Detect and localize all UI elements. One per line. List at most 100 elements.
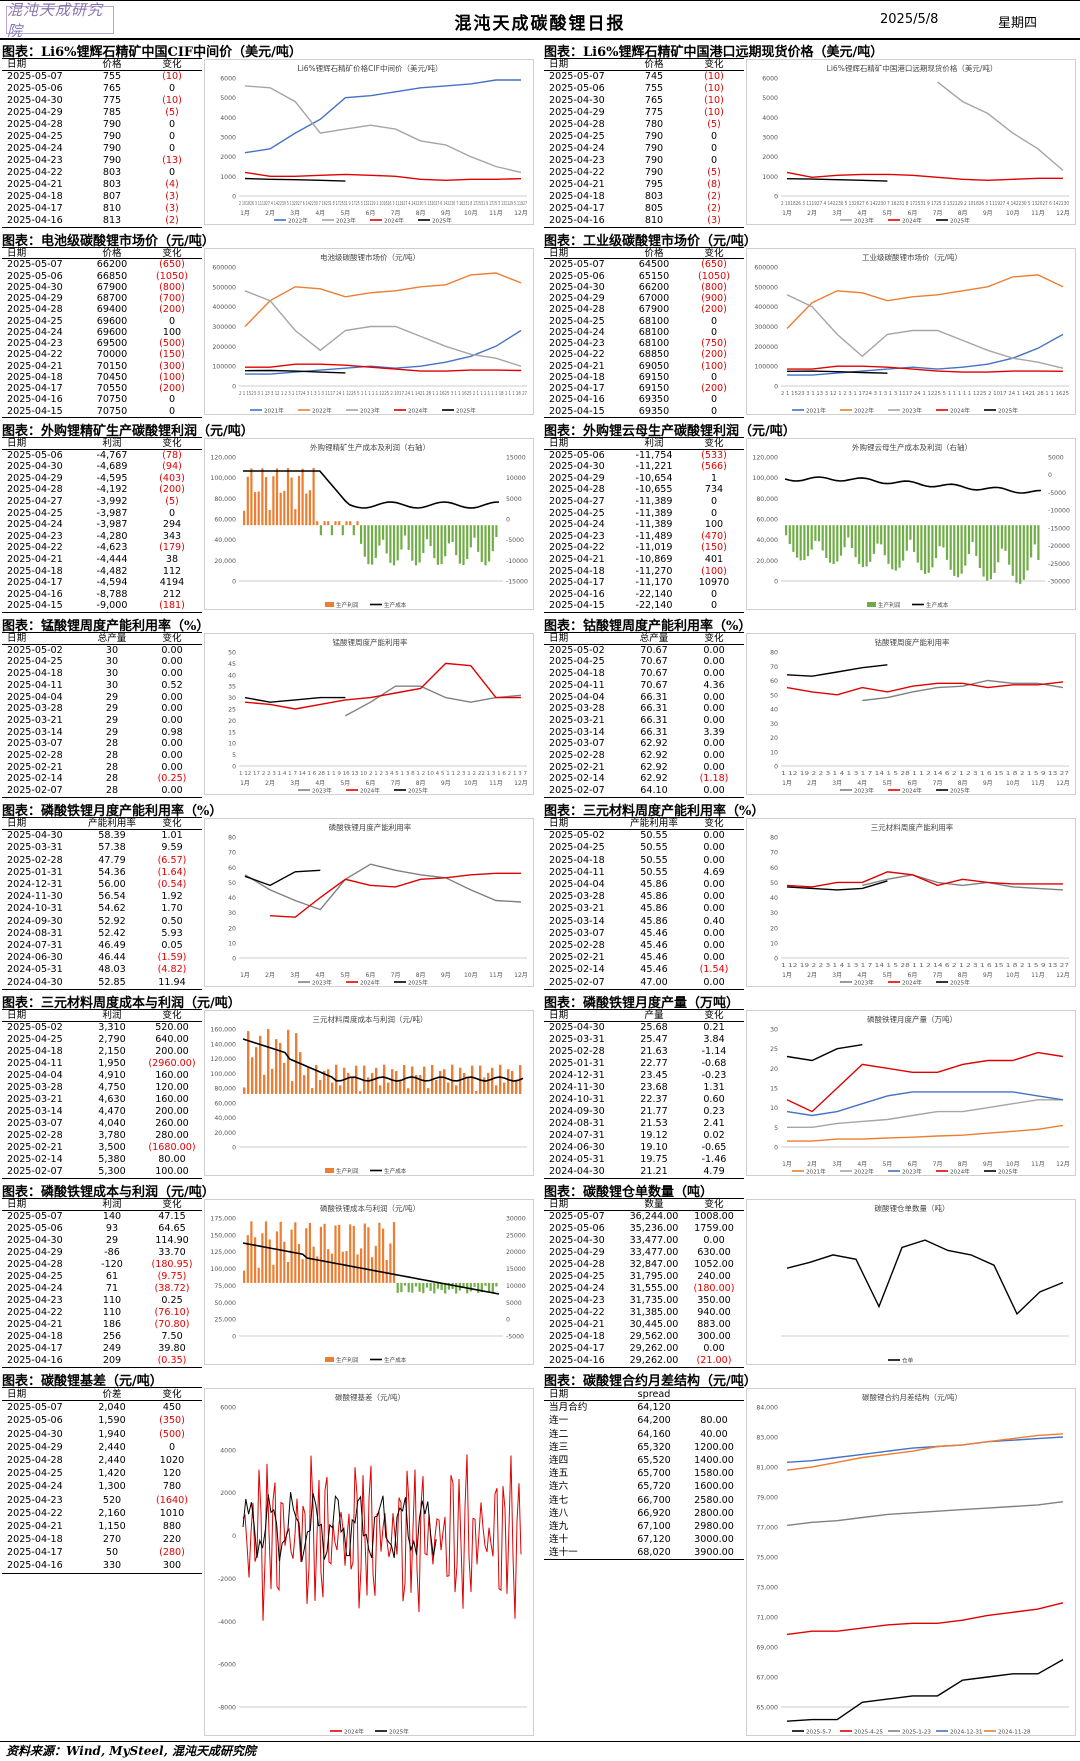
y-tick-label: 80: [770, 650, 778, 657]
table-row: 2025-04-18 270 220: [2, 1533, 202, 1546]
table-cell: 2025-04-22: [549, 542, 605, 554]
table-cell: 0: [710, 143, 718, 154]
table-cell: 2025-04-25: [549, 842, 605, 854]
table-row: 2025-04-30 775 (10): [2, 95, 202, 107]
panel-14: 图表：碳酸锂仓单数量（吨） 日期 数量 变化 2025-05-07 36,244.00 10…: [544, 1181, 1080, 1369]
table-cell: 40.00: [700, 1428, 728, 1440]
series-line-3: [786, 1436, 1064, 1463]
table-cell: 1600.00: [694, 1481, 734, 1493]
table-row: 2024-08-31 52.42 5.93: [2, 928, 202, 940]
profit-bar: [803, 525, 806, 560]
table-row: 2025-04-23 31,735.00 350.00: [544, 1295, 744, 1307]
table-cell: -11,389: [635, 519, 673, 531]
profit-bar: [429, 1282, 432, 1291]
table-cell: 2024-11-30: [7, 891, 63, 903]
table-cell: -1.46: [701, 1154, 727, 1165]
table-cell: 2025-02-07: [7, 785, 63, 797]
table-cell: (280): [159, 1547, 185, 1559]
legend-label: 2024年: [408, 407, 428, 415]
table-cell: 69500: [96, 338, 128, 350]
y-tick-label: 140,000: [210, 1041, 236, 1048]
table-cell: 2025-04-18: [549, 191, 605, 202]
table-row: 2025-04-24 69600 100: [2, 327, 202, 338]
table-cell: 2025-04-17: [7, 383, 63, 395]
profit-bar: [294, 509, 297, 526]
series-line-0: [244, 863, 522, 911]
y-tick-label: 79,000: [756, 1495, 778, 1502]
y-tick-label: 600000: [212, 265, 236, 272]
profit-bar: [499, 1064, 502, 1094]
series-line-2: [786, 880, 888, 891]
table-cell: 0: [168, 315, 176, 327]
profit-bar: [945, 525, 949, 560]
series-line-0: [786, 1658, 1064, 1722]
table-cell: 300.00: [697, 1331, 731, 1342]
table-row: 2025-04-28 -120 (180.95): [2, 1259, 202, 1271]
table-cell: 30: [105, 679, 119, 691]
table-cell: 2025-05-07: [549, 71, 605, 82]
table-row: 2025-03-07 28 0.00: [2, 738, 202, 750]
profit-bar: [363, 1223, 366, 1283]
chart: 外购锂精矿生产成本及利润（右轴） 120,000 100,000 80,000 60,0…: [204, 438, 534, 610]
table-cell: 280.00: [155, 1130, 189, 1141]
profit-bar: [286, 1262, 290, 1283]
column-header: 变化: [704, 1199, 724, 1210]
y-tick-label: 75,000: [756, 1555, 778, 1562]
month-label: 9月: [441, 972, 451, 979]
profit-bar: [387, 1082, 390, 1094]
profit-bar: [916, 525, 919, 563]
y-tick-label: 0: [232, 579, 236, 586]
table-cell: 0: [710, 371, 718, 383]
profit-bar: [817, 525, 821, 542]
table-cell: -3,987: [96, 519, 128, 531]
legend-label: 2023年: [854, 217, 874, 225]
table-cell: 52.42: [98, 927, 126, 939]
y-tick-label: 6000: [762, 76, 778, 83]
column-header: 日期: [549, 818, 569, 829]
table-row: 2025-04-16 330 300: [2, 1559, 202, 1572]
profit-bar: [254, 492, 257, 526]
month-label: 3月: [290, 210, 300, 217]
panel-4: 图表：工业级碳酸锂市场价（元/吨） 日期 价格 变化 2025-05-07 64500 (6…: [544, 230, 1080, 419]
month-label: 9月: [983, 972, 993, 979]
table-row: 2024-05-31 48.03 (4.82): [2, 964, 202, 976]
month-label: 6月: [908, 780, 918, 787]
profit-bar: [484, 525, 487, 566]
y2-tick-label: 5000: [1048, 455, 1064, 462]
table-row: 2025-02-28 21.63 -1.14: [544, 1046, 744, 1058]
chart: Li6%锂辉石精矿中国港口远期现货价格（美元/吨） 6000 5000 4000 300…: [746, 59, 1076, 225]
month-label: 7月: [391, 210, 401, 217]
table-row: 2025-04-17 69150 (200): [544, 383, 744, 394]
y-tick-label: 600000: [754, 265, 778, 272]
table-cell: 120: [162, 1468, 182, 1480]
profit-bar: [418, 1282, 421, 1292]
profit-bar: [392, 525, 396, 566]
profit-bar: [422, 525, 425, 554]
profit-bar: [246, 1235, 249, 1283]
profit-bar: [427, 1088, 430, 1094]
table-header: 日期 价格 变化: [544, 59, 744, 71]
table-cell: -4,594: [96, 577, 128, 589]
legend-label: 2024年: [902, 787, 922, 795]
column-header: 利润: [102, 1199, 122, 1210]
table-cell: 0: [168, 1441, 176, 1453]
table-row: 2025-04-30 1,940 (500): [2, 1428, 202, 1441]
profit-bar: [316, 521, 319, 526]
table-row: 2025-04-25 -3,987 0: [2, 508, 202, 520]
table-cell: 2025-02-28: [7, 750, 63, 762]
table-cell: 0.02: [703, 1130, 725, 1141]
profit-bar: [443, 1069, 446, 1094]
table-cell: 0: [710, 394, 718, 406]
y2-tick-label: -30000: [1048, 579, 1070, 586]
table-row: 2025-02-07 64.10 0.00: [544, 785, 744, 797]
series-line-1: [786, 171, 1063, 182]
table-cell: 2025-04-18: [549, 854, 605, 866]
month-label: 3月: [832, 780, 842, 787]
profit-bar: [422, 1282, 425, 1294]
table-cell: 2025-04-21: [7, 179, 63, 190]
table-cell: 2025-04-30: [549, 461, 605, 473]
profit-bar: [495, 525, 498, 537]
table-cell: 2025-04-18: [7, 1331, 63, 1342]
chart: Li6%锂辉石精矿价格CIF中间价（美元/吨） 6000 5000 4000 3000 2…: [204, 59, 534, 225]
